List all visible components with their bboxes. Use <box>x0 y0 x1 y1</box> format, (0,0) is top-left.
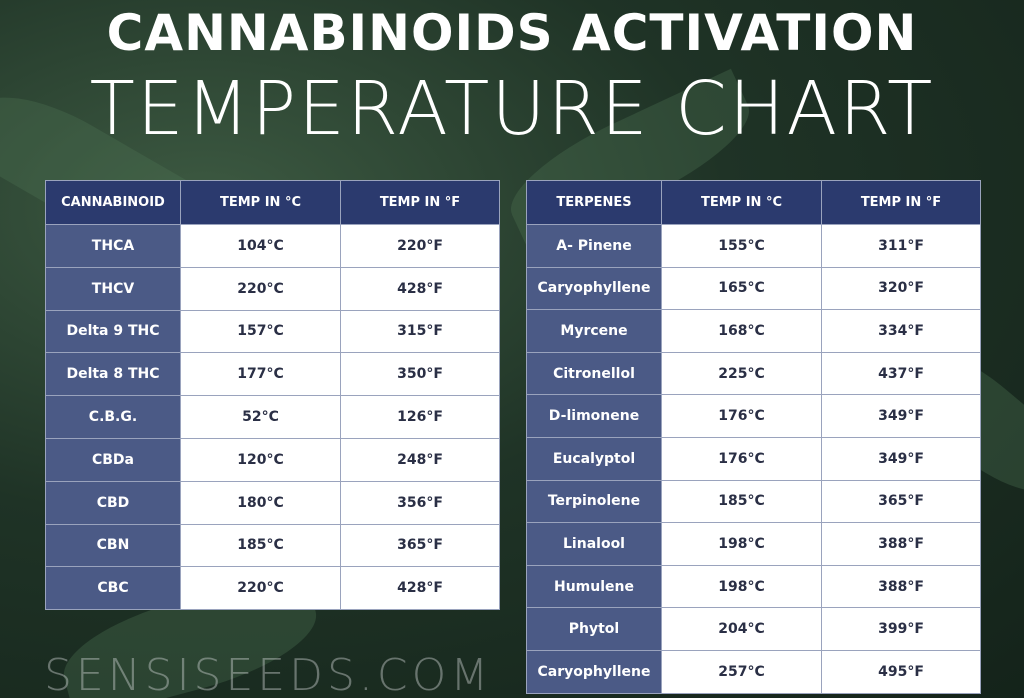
temperature-cell: 157°C <box>180 309 341 354</box>
column-header: TEMP IN °C <box>661 180 822 225</box>
temperature-cell: 365°F <box>340 523 500 568</box>
compound-name: CBD <box>45 480 181 525</box>
temperature-table: TERPENES TEMP IN °C TEMP IN °F A- Pinene 155… <box>526 180 981 694</box>
temperature-cell: 220°F <box>340 224 500 268</box>
table-row: Terpinolene 185°C 365°F <box>526 479 981 524</box>
compound-name: Delta 8 THC <box>45 352 181 397</box>
header-row: CANNABINOID TEMP IN °C TEMP IN °F <box>45 180 500 225</box>
temperature-cell: 350°F <box>340 352 500 397</box>
table-row: Linalool 198°C 388°F <box>526 522 981 566</box>
table-row: Caryophyllene 257°C 495°F <box>526 649 981 694</box>
temperature-cell: 220°C <box>180 266 341 311</box>
temperature-cell: 104°C <box>180 224 341 268</box>
table-row: Caryophyllene 165°C 320°F <box>526 266 981 311</box>
table-row: THCA 104°C 220°F <box>45 224 500 268</box>
table-row: C.B.G. 52°C 126°F <box>45 395 500 439</box>
watermark: SENSISEEDS.COM <box>44 650 493 698</box>
table-row: Eucalyptol 176°C 349°F <box>526 436 981 481</box>
temperature-cell: 168°C <box>661 309 822 353</box>
table-row: CBC 220°C 428°F <box>45 566 500 611</box>
temperature-cell: 495°F <box>821 649 981 694</box>
compound-name: CBC <box>45 566 181 611</box>
table-row: CBDa 120°C 248°F <box>45 437 500 482</box>
temperature-cell: 437°F <box>821 351 981 396</box>
compound-name: Delta 9 THC <box>45 309 181 354</box>
table-row: THCV 220°C 428°F <box>45 266 500 311</box>
temperature-cell: 165°C <box>661 266 822 311</box>
table-row: CBD 180°C 356°F <box>45 480 500 525</box>
table-row: Delta 9 THC 157°C 315°F <box>45 309 500 354</box>
column-header: TEMP IN °F <box>340 180 500 225</box>
table-row: Humulene 198°C 388°F <box>526 564 981 609</box>
compound-name: Terpinolene <box>526 479 662 524</box>
temperature-cell: 204°C <box>661 607 822 651</box>
temperature-cell: 428°F <box>340 266 500 311</box>
temperature-cell: 257°C <box>661 649 822 694</box>
compound-name: C.B.G. <box>45 395 181 439</box>
temperature-cell: 120°C <box>180 437 341 482</box>
temperature-cell: 155°C <box>661 224 822 268</box>
temperature-cell: 399°F <box>821 607 981 651</box>
compound-name: CBN <box>45 523 181 568</box>
temperature-cell: 428°F <box>340 566 500 611</box>
temperature-cell: 225°C <box>661 351 822 396</box>
table-row: Citronellol 225°C 437°F <box>526 351 981 396</box>
table-row: Delta 8 THC 177°C 350°F <box>45 352 500 397</box>
temperature-cell: 198°C <box>661 522 822 566</box>
temperature-cell: 177°C <box>180 352 341 397</box>
temperature-cell: 311°F <box>821 224 981 268</box>
temperature-cell: 349°F <box>821 436 981 481</box>
compound-name: Linalool <box>526 522 662 566</box>
column-header: TEMP IN °C <box>180 180 341 225</box>
compound-name: Humulene <box>526 564 662 609</box>
column-header: TERPENES <box>526 180 662 225</box>
table-row: CBN 185°C 365°F <box>45 523 500 568</box>
title: CANNABINOIDS ACTIVATION <box>106 4 918 62</box>
temperature-cell: 220°C <box>180 566 341 611</box>
temperature-cell: 185°C <box>180 523 341 568</box>
compound-name: Caryophyllene <box>526 266 662 311</box>
compound-name: Eucalyptol <box>526 436 662 481</box>
temperature-cell: 356°F <box>340 480 500 525</box>
temperature-cell: 248°F <box>340 437 500 482</box>
temperature-cell: 52°C <box>180 395 341 439</box>
temperature-cell: 185°C <box>661 479 822 524</box>
temperature-cell: 176°C <box>661 436 822 481</box>
compound-name: D-limonene <box>526 394 662 438</box>
temperature-cell: 388°F <box>821 564 981 609</box>
subtitle: TEMPERATURE CHART <box>89 66 935 152</box>
compound-name: THCA <box>45 224 181 268</box>
table-row: Phytol 204°C 399°F <box>526 607 981 651</box>
temperature-cell: 365°F <box>821 479 981 524</box>
table-row: A- Pinene 155°C 311°F <box>526 224 981 268</box>
temperature-cell: 334°F <box>821 309 981 353</box>
temperature-cell: 180°C <box>180 480 341 525</box>
temperature-table: CANNABINOID TEMP IN °C TEMP IN °F THCA 104°C… <box>45 180 500 611</box>
temperature-cell: 388°F <box>821 522 981 566</box>
compound-name: Citronellol <box>526 351 662 396</box>
compound-name: Myrcene <box>526 309 662 353</box>
compound-name: Caryophyllene <box>526 649 662 694</box>
table-row: Myrcene 168°C 334°F <box>526 309 981 353</box>
header-row: TERPENES TEMP IN °C TEMP IN °F <box>526 180 981 225</box>
compound-name: A- Pinene <box>526 224 662 268</box>
temperature-cell: 320°F <box>821 266 981 311</box>
temperature-cell: 126°F <box>340 395 500 439</box>
temperature-cell: 198°C <box>661 564 822 609</box>
column-header: TEMP IN °F <box>821 180 981 225</box>
column-header: CANNABINOID <box>45 180 181 225</box>
table-row: D-limonene 176°C 349°F <box>526 394 981 438</box>
compound-name: THCV <box>45 266 181 311</box>
compound-name: CBDa <box>45 437 181 482</box>
temperature-cell: 176°C <box>661 394 822 438</box>
temperature-cell: 349°F <box>821 394 981 438</box>
compound-name: Phytol <box>526 607 662 651</box>
temperature-cell: 315°F <box>340 309 500 354</box>
